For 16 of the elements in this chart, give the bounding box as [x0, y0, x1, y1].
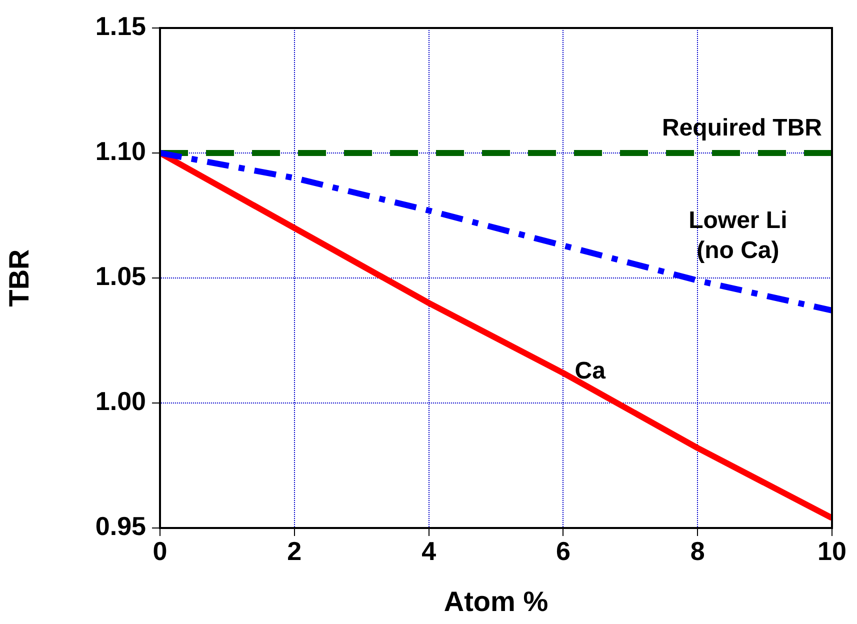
- x-tick-label: 0: [152, 536, 168, 566]
- y-tick-label: 1.05: [95, 261, 146, 292]
- ref-line-label: Required TBR: [662, 114, 822, 142]
- series-label: Ca: [574, 358, 606, 385]
- x-tick-label: 8: [690, 536, 705, 566]
- y-tick-label: 1.00: [95, 386, 146, 416]
- x-tick-label: 10: [818, 536, 846, 566]
- series-label: Lower Li (no Ca): [688, 207, 788, 264]
- y-tick-label: 1.15: [95, 11, 146, 42]
- x-tick-label: 2: [287, 536, 302, 566]
- y-tick-label: 1.10: [95, 136, 146, 166]
- y-tick-label: 0.95: [95, 511, 146, 542]
- y-axis-title: TBR: [4, 249, 35, 307]
- x-axis-title: Atom %: [444, 586, 548, 617]
- x-tick-label: 6: [556, 536, 570, 566]
- x-tick-label: 4: [422, 536, 437, 566]
